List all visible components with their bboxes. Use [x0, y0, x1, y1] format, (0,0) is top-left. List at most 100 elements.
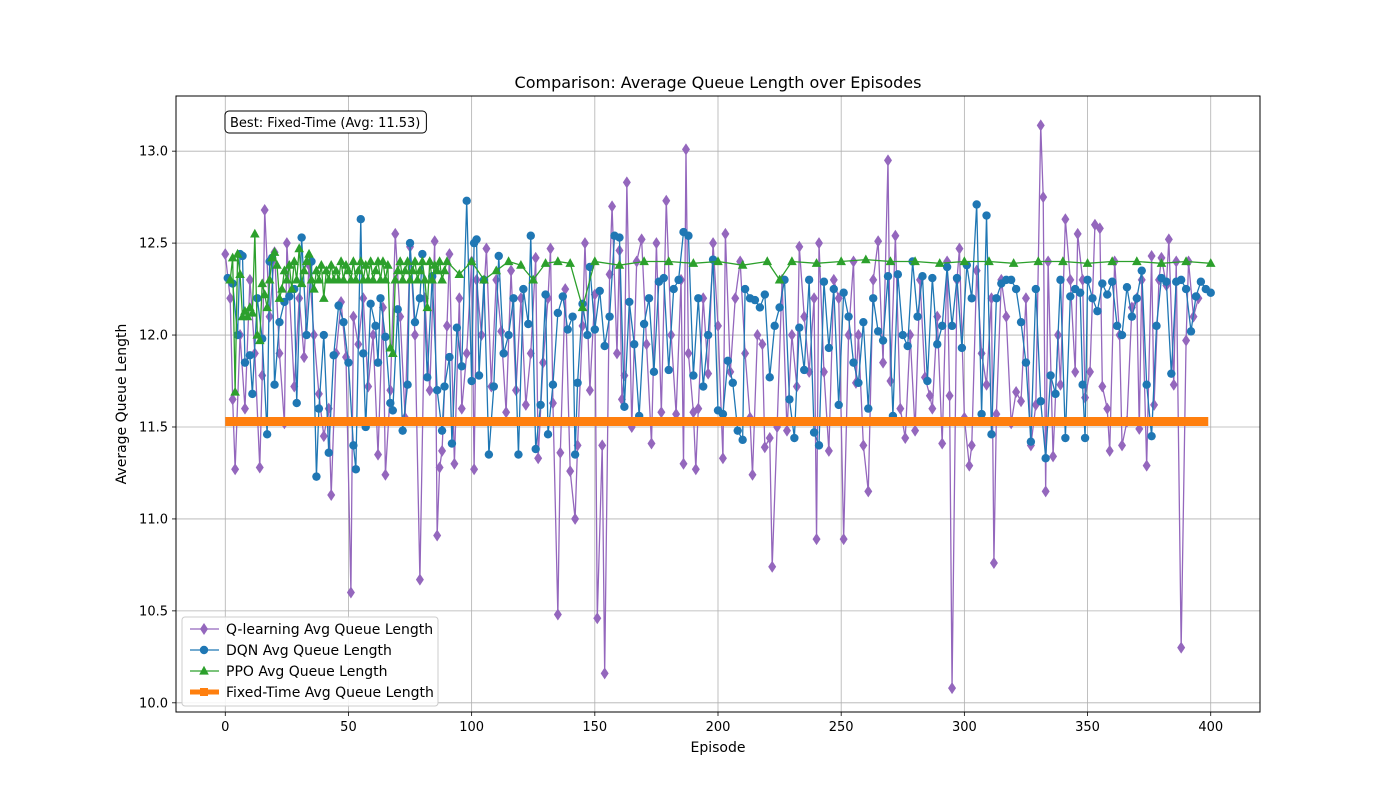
data-point — [659, 273, 668, 283]
data-point — [319, 293, 329, 302]
data-point — [982, 378, 991, 391]
data-point — [393, 305, 402, 314]
data-point — [829, 284, 838, 294]
data-point — [1021, 358, 1031, 367]
data-point — [270, 380, 279, 389]
data-point — [553, 256, 563, 266]
data-point — [462, 196, 471, 206]
data-point — [381, 332, 390, 342]
data-point — [829, 273, 838, 286]
data-point — [294, 243, 304, 253]
data-point — [713, 256, 723, 266]
data-point — [795, 240, 804, 253]
data-point — [923, 376, 932, 386]
data-point — [277, 283, 287, 293]
x-tick-label: 250 — [829, 720, 854, 735]
data-point — [457, 402, 466, 415]
data-point — [741, 347, 750, 360]
legend-item: PPO Avg Queue Length — [190, 664, 387, 680]
data-point — [472, 273, 481, 286]
data-point — [891, 229, 900, 242]
x-tick-label: 400 — [1198, 720, 1223, 735]
data-point — [849, 358, 858, 367]
data-point — [982, 211, 991, 220]
data-point — [568, 312, 577, 321]
data-point — [893, 270, 903, 279]
data-point — [938, 437, 947, 450]
y-tick-label: 11.5 — [139, 420, 168, 435]
data-point — [1137, 266, 1146, 275]
data-point — [400, 265, 410, 275]
data-point — [714, 319, 722, 332]
y-axis-ticks: 10.0 10.5 11.0 11.5 12.0 12.5 13.0 — [139, 145, 176, 711]
data-point — [369, 329, 378, 342]
data-point — [240, 358, 250, 367]
data-point — [703, 330, 713, 340]
data-point — [324, 448, 333, 457]
data-point — [494, 251, 503, 261]
data-point — [526, 231, 535, 240]
data-point — [275, 317, 284, 327]
data-point — [790, 433, 799, 443]
data-point — [415, 573, 424, 586]
data-point — [297, 233, 306, 242]
data-point — [925, 389, 934, 402]
data-point — [1075, 288, 1085, 297]
data-point — [933, 340, 942, 349]
data-point — [811, 258, 822, 267]
data-point — [718, 452, 727, 465]
data-point — [314, 404, 324, 413]
data-point — [338, 274, 349, 284]
data-point — [432, 265, 442, 275]
data-point — [758, 338, 767, 351]
data-point — [291, 274, 302, 284]
data-point — [242, 311, 253, 321]
data-point — [319, 430, 328, 443]
data-point — [439, 265, 450, 275]
legend-swatch-marker — [200, 623, 208, 635]
data-point — [1071, 365, 1080, 378]
data-point — [353, 265, 364, 275]
data-point — [942, 262, 952, 272]
data-point — [388, 406, 397, 415]
data-point — [279, 265, 290, 275]
data-point — [577, 302, 588, 312]
data-point — [351, 465, 361, 474]
data-point — [373, 358, 383, 367]
data-point — [679, 457, 688, 470]
data-point — [1132, 294, 1142, 303]
data-point — [1066, 273, 1075, 286]
data-point — [573, 378, 582, 388]
data-point — [590, 325, 600, 334]
data-point — [674, 275, 683, 285]
data-point — [240, 402, 249, 415]
data-point — [1172, 255, 1181, 268]
data-point — [896, 402, 905, 415]
data-point — [407, 265, 418, 275]
data-point — [1083, 275, 1092, 285]
data-point — [684, 347, 693, 360]
data-point — [1150, 398, 1159, 411]
data-point — [295, 292, 304, 305]
data-point — [1086, 365, 1095, 378]
data-point — [327, 489, 336, 502]
data-point — [625, 297, 634, 307]
data-point — [462, 347, 471, 360]
data-point — [765, 373, 774, 382]
data-point — [445, 352, 454, 362]
data-point — [364, 380, 373, 393]
data-point — [383, 259, 393, 269]
data-point — [883, 154, 892, 167]
data-point — [311, 265, 322, 275]
data-point — [360, 259, 371, 269]
data-point — [911, 424, 920, 437]
data-point — [509, 294, 518, 303]
data-point — [395, 256, 405, 266]
data-point — [1164, 233, 1173, 246]
data-point — [874, 235, 883, 248]
data-point — [928, 402, 937, 415]
data-point — [637, 233, 646, 246]
data-point — [1191, 292, 1201, 301]
data-point — [259, 289, 270, 299]
